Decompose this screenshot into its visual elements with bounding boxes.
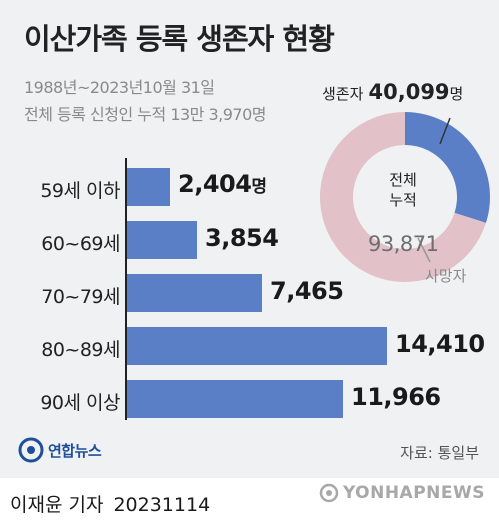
bar-value-label: 11,966 xyxy=(351,383,441,411)
donut-slice-dead xyxy=(320,112,486,282)
category-label: 59세 이하 xyxy=(40,180,120,202)
bar xyxy=(127,380,343,418)
donut-slice-alive xyxy=(405,112,490,223)
watermark-logo-icon xyxy=(319,483,339,503)
alive-unit: 명 xyxy=(449,85,464,103)
reporter-name: 이재윤 기자 xyxy=(10,494,104,516)
category-label: 60~69세 xyxy=(41,233,120,255)
bar-value-label: 2,404명 xyxy=(178,170,267,198)
alive-leader-line xyxy=(439,117,451,145)
bar-value-number: 2,404 xyxy=(178,170,252,198)
bar-axis-line xyxy=(125,158,127,420)
dead-value: 93,871 xyxy=(368,232,439,256)
bar-value-number: 3,854 xyxy=(205,224,279,252)
donut-center-label: 전체 누적 xyxy=(368,170,438,210)
yonhap-watermark: YONHAPNEWS xyxy=(319,483,485,503)
bar-value-number: 14,410 xyxy=(395,330,485,358)
alive-legend: 생존자 40,099명 xyxy=(322,80,463,104)
category-label: 80~89세 xyxy=(41,339,120,361)
bar-value-label: 3,854 xyxy=(205,224,279,252)
dead-label: 사망자 xyxy=(425,267,467,285)
source-note: 자료: 통일부 xyxy=(400,444,479,462)
total-subtitle: 전체 등록 신청인 누적 13만 3,970명 xyxy=(24,105,267,124)
alive-label: 생존자 xyxy=(322,85,364,103)
bar xyxy=(127,327,387,365)
category-label: 70~79세 xyxy=(41,286,120,308)
donut-center-line2: 누적 xyxy=(389,191,417,209)
alive-value: 40,099 xyxy=(368,80,450,104)
yonhap-logo: 연합뉴스 xyxy=(18,437,102,463)
page-title: 이산가족 등록 생존자 현황 xyxy=(24,22,335,56)
infographic-panel: 이산가족 등록 생존자 현황 1988년~2023년10월 31일 전체 등록 … xyxy=(0,0,499,478)
bar xyxy=(127,221,197,259)
bar-value-unit: 명 xyxy=(251,177,267,197)
bar xyxy=(127,274,262,312)
yonhap-logo-icon xyxy=(18,437,44,463)
bar-value-number: 11,966 xyxy=(351,383,441,411)
bar-value-label: 14,410 xyxy=(395,330,485,358)
byline: 이재윤 기자 20231114 xyxy=(10,490,210,517)
category-label: 90세 이상 xyxy=(40,392,120,414)
bar-value-label: 7,465 xyxy=(270,277,344,305)
donut-chart xyxy=(320,112,490,282)
bar-value-number: 7,465 xyxy=(270,277,344,305)
donut-center-line1: 전체 xyxy=(389,171,417,189)
watermark-text: YONHAPNEWS xyxy=(342,483,485,503)
dead-leader-line xyxy=(417,237,431,263)
logo-text: 연합뉴스 xyxy=(48,441,102,460)
publish-date: 20231114 xyxy=(113,494,211,516)
period-subtitle: 1988년~2023년10월 31일 xyxy=(24,78,215,97)
bar xyxy=(127,168,170,206)
